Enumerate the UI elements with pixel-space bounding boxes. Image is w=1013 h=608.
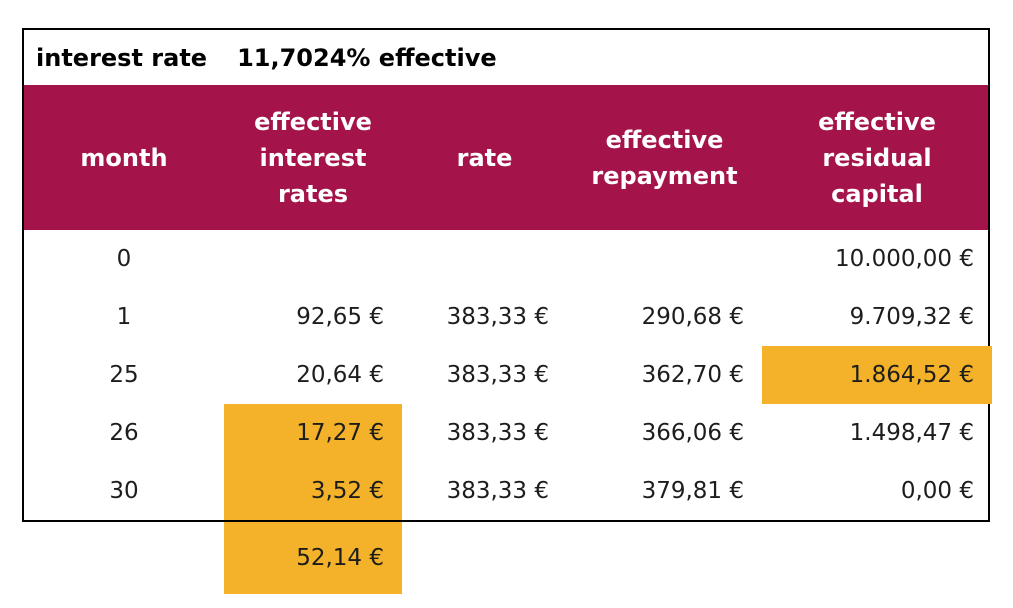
table-row-month-0: 0 10.000,00 € (24, 230, 988, 288)
cell-month: 1 (116, 304, 132, 330)
cell-effective-repayment (567, 230, 762, 288)
cell-rate: 383,33 € (446, 420, 549, 446)
interest-rate-value: 11,7024% effective (237, 43, 497, 72)
cell-effective-repayment: 366,06 € (641, 420, 744, 446)
total-effective-interest-cell: 52,14 € (224, 522, 402, 594)
cell-rate (402, 230, 567, 288)
cell-effective-interest: 92,65 € (296, 304, 384, 330)
table-row-month-30: 30 3,52 € 383,33 € 379,81 € 0,00 € (24, 462, 988, 520)
column-header-month: month (80, 143, 168, 172)
cell-month: 26 (109, 420, 139, 446)
cell-residual-capital: 1.498,47 € (849, 420, 974, 446)
cell-month: 0 (116, 246, 132, 272)
cell-residual-capital: 0,00 € (900, 478, 974, 504)
cell-month: 25 (109, 362, 139, 388)
table-row-month-25: 25 20,64 € 383,33 € 362,70 € 1.864,52 € (24, 346, 992, 404)
cell-month: 30 (109, 478, 139, 504)
interest-table: interest rate 11,7024% effective month e… (22, 28, 992, 522)
table-row-month-1: 1 92,65 € 383,33 € 290,68 € 9.709,32 € (24, 288, 988, 346)
table-row-month-26: 26 17,27 € 383,33 € 366,06 € 1.498,47 € (24, 404, 988, 462)
cell-effective-interest-highlighted: 3,52 € (224, 462, 402, 520)
table-title-row: interest rate 11,7024% effective (24, 30, 988, 85)
column-header-rate: rate (456, 143, 513, 172)
cell-residual-capital-highlighted: 1.864,52 € (762, 346, 992, 404)
interest-rate-label: interest rate (36, 43, 208, 72)
cell-residual-capital: 10.000,00 € (835, 246, 974, 272)
column-header-effective-repayment: effective repayment (591, 125, 738, 190)
cell-rate: 383,33 € (446, 304, 549, 330)
cell-effective-repayment: 379,81 € (641, 478, 744, 504)
column-header-effective-interest-rates: effective interest rates (254, 107, 372, 208)
cell-effective-repayment: 290,68 € (641, 304, 744, 330)
cell-effective-interest: 20,64 € (296, 362, 384, 388)
column-header-effective-residual-capital: effective residual capital (818, 107, 936, 208)
cell-effective-interest (224, 230, 402, 288)
cell-effective-repayment: 362,70 € (641, 362, 744, 388)
cell-residual-capital: 9.709,32 € (849, 304, 974, 330)
table-header-row: month effective interest rates rate effe… (24, 85, 988, 230)
cell-rate: 383,33 € (446, 478, 549, 504)
cell-effective-interest-highlighted: 17,27 € (224, 404, 402, 462)
cell-rate: 383,33 € (446, 362, 549, 388)
